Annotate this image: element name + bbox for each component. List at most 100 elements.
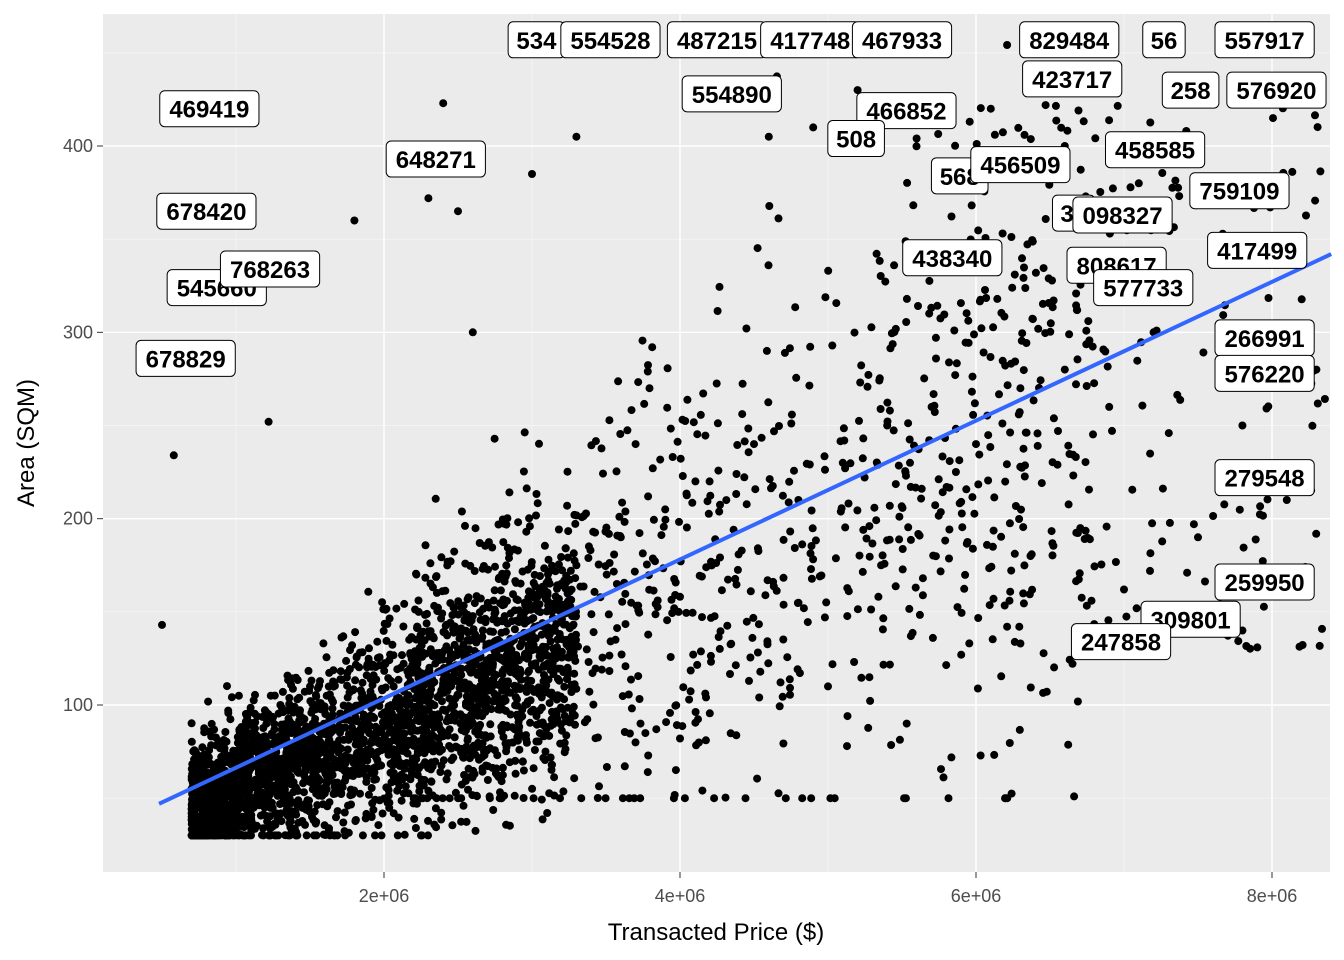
point-label-text: 458585 <box>1115 138 1195 165</box>
data-point <box>511 577 520 586</box>
data-point <box>537 795 546 804</box>
data-point <box>397 707 405 716</box>
data-point <box>379 626 388 635</box>
point-label-box <box>1226 71 1327 109</box>
data-point <box>753 774 762 783</box>
data-point <box>449 628 458 637</box>
data-point <box>912 142 921 151</box>
data-point <box>537 703 546 712</box>
data-point <box>673 437 682 446</box>
data-point <box>1146 549 1155 558</box>
data-point <box>444 656 453 665</box>
data-point <box>601 562 610 571</box>
data-point <box>659 522 668 531</box>
data-point <box>911 483 920 492</box>
data-point <box>614 377 623 386</box>
data-point <box>567 595 576 604</box>
point-label: 417748 <box>760 21 861 59</box>
data-point <box>779 573 788 582</box>
data-point <box>1313 123 1322 132</box>
data-point <box>468 791 477 800</box>
point-label-box <box>1093 269 1194 307</box>
data-point <box>229 746 238 755</box>
data-point <box>227 693 236 702</box>
data-point <box>885 660 894 669</box>
data-point <box>570 680 579 689</box>
data-point <box>550 773 559 782</box>
data-point <box>498 720 507 729</box>
data-point <box>455 684 464 692</box>
data-point <box>394 723 403 732</box>
data-point <box>554 525 563 534</box>
data-point <box>706 651 715 660</box>
data-point <box>972 140 981 148</box>
data-point <box>169 451 178 460</box>
data-point <box>828 341 837 350</box>
data-point <box>749 613 758 622</box>
data-point <box>361 814 370 823</box>
data-point <box>915 610 924 619</box>
data-point <box>902 471 910 480</box>
point-label: 259950 <box>1214 563 1315 601</box>
data-point <box>587 610 596 619</box>
data-point <box>259 824 268 833</box>
data-point <box>256 797 265 806</box>
data-point <box>241 783 250 792</box>
data-point <box>418 685 427 694</box>
data-point <box>336 728 344 737</box>
point-label-box <box>1104 131 1206 169</box>
data-point <box>1075 569 1084 578</box>
data-point <box>977 324 986 333</box>
data-point <box>1017 336 1026 345</box>
data-point <box>553 635 562 644</box>
data-point <box>470 567 479 575</box>
data-point <box>424 816 432 825</box>
data-point <box>1064 500 1073 509</box>
data-point <box>1000 312 1009 321</box>
data-point <box>471 707 480 716</box>
data-point <box>438 587 447 596</box>
point-label: 557917 <box>1214 21 1315 59</box>
data-point <box>714 466 723 475</box>
data-point <box>976 751 985 760</box>
data-point <box>478 739 487 748</box>
data-point <box>1015 622 1024 631</box>
point-label: 469419 <box>159 90 260 128</box>
data-point <box>754 620 763 629</box>
data-point <box>891 324 900 333</box>
data-point <box>272 831 280 840</box>
data-point <box>917 494 926 503</box>
data-point <box>432 794 441 803</box>
data-point <box>1072 301 1081 310</box>
data-point <box>251 690 259 699</box>
data-point <box>875 376 884 385</box>
data-point <box>618 597 627 606</box>
data-point <box>984 476 993 485</box>
data-point <box>557 553 566 561</box>
data-point <box>1006 587 1015 596</box>
data-point <box>1096 188 1105 196</box>
data-point <box>490 652 499 661</box>
data-point <box>605 416 614 425</box>
data-point <box>552 620 561 629</box>
data-point <box>741 794 750 803</box>
data-point <box>291 756 300 765</box>
data-point <box>386 676 395 685</box>
data-point <box>211 787 219 795</box>
data-point <box>242 727 251 736</box>
data-point <box>751 485 760 494</box>
data-point <box>451 742 460 751</box>
data-point <box>805 381 814 390</box>
data-point <box>382 604 391 613</box>
data-point <box>947 753 956 762</box>
data-point <box>617 650 626 659</box>
data-point <box>514 518 523 527</box>
point-label-box <box>1142 21 1186 59</box>
data-point <box>470 770 479 779</box>
data-point <box>663 364 672 373</box>
data-point <box>566 566 575 575</box>
data-point <box>351 628 360 637</box>
data-point <box>380 736 389 745</box>
data-point <box>321 710 330 718</box>
data-point <box>1079 117 1088 126</box>
